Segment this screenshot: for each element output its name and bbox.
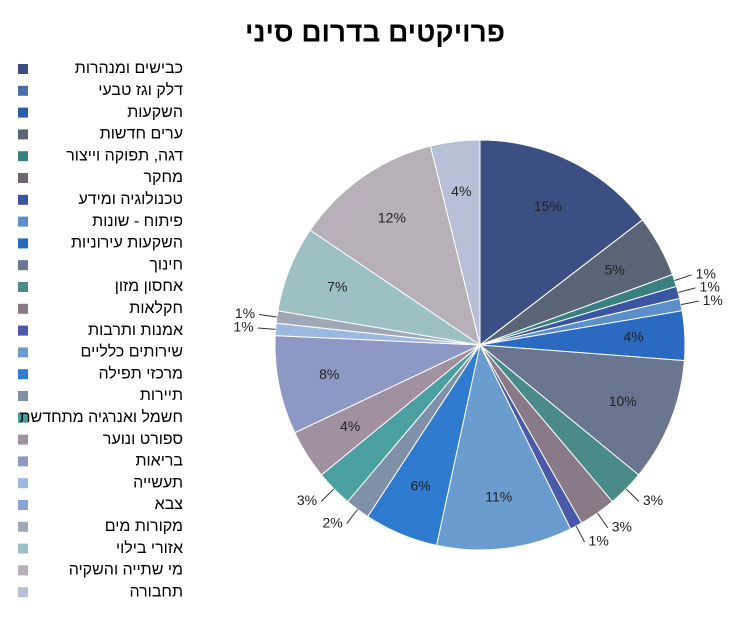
leader-line <box>259 313 277 318</box>
pie-slice <box>274 335 481 434</box>
legend-swatch <box>18 456 28 467</box>
legend-label: השקעות <box>127 104 183 121</box>
legend-swatch <box>18 565 28 576</box>
legend-swatch <box>18 347 28 358</box>
legend-swatch <box>18 587 28 598</box>
legend-label: כבישים ומנהרות <box>75 60 183 77</box>
data-label: 4% <box>340 418 360 434</box>
legend-label: מרכזי תפילה <box>99 364 184 382</box>
chart-title: פרויקטים בדרום סיני <box>245 16 505 47</box>
data-label: 11% <box>485 488 512 504</box>
legend-swatch <box>18 151 28 162</box>
data-label: 1% <box>235 305 255 321</box>
legend-swatch <box>18 282 28 292</box>
legend-label: שירותים כלליים <box>81 343 183 361</box>
legend-swatch <box>18 129 28 140</box>
pie-slice <box>435 343 572 551</box>
data-label: 4% <box>451 183 471 199</box>
data-label: 1% <box>233 319 253 335</box>
leader-line <box>625 488 640 502</box>
data-label: 7% <box>327 278 347 294</box>
legend-swatch <box>18 107 28 118</box>
leader-line <box>680 300 699 306</box>
legend-label: תיירות <box>140 387 183 404</box>
legend-label: חשמל ואנרגיה מתחדשת <box>19 408 183 426</box>
legend-swatch <box>18 369 28 380</box>
pie-slice <box>479 139 644 347</box>
legend-swatch <box>18 216 28 227</box>
legend-swatch <box>18 260 28 271</box>
legend-label: ערים חדשות <box>100 126 183 143</box>
legend-swatch <box>18 238 28 249</box>
legend-swatch <box>18 434 28 445</box>
legend-swatch <box>18 500 28 510</box>
legend-label: תעשייה <box>133 474 183 491</box>
data-label: 6% <box>411 478 431 494</box>
pie-slice <box>429 139 481 346</box>
legend-swatch <box>18 303 28 314</box>
leader-line <box>257 327 276 330</box>
legend-swatch <box>18 391 28 401</box>
legend-label: מחקר <box>143 169 183 186</box>
data-label: 1% <box>696 265 716 281</box>
legend-label: חינוך <box>149 256 183 273</box>
legend-label: דלק וגז טבעי <box>98 81 183 99</box>
data-label: 4% <box>623 329 643 345</box>
legend-swatch <box>18 325 28 336</box>
legend-label: אזורי בילוי <box>116 539 183 557</box>
leader-line <box>674 274 692 281</box>
legend-swatch <box>18 173 28 183</box>
data-label: 2% <box>322 515 342 531</box>
legend-swatch <box>18 543 28 554</box>
pie-slice <box>309 145 481 347</box>
legend-swatch <box>18 521 28 532</box>
leader-line <box>678 287 696 293</box>
data-label: 3% <box>612 518 632 534</box>
legend-label: בריאות <box>135 453 183 470</box>
data-label: 15% <box>534 198 562 214</box>
legend-label: אמנות ותרבות <box>88 322 183 339</box>
legend-label: פיתוח - שונות <box>92 213 183 230</box>
data-label: 1% <box>703 292 723 308</box>
leader-line <box>320 488 335 502</box>
legend-label: צבא <box>155 496 184 513</box>
legend-label: דגה, תפוקה וייצור <box>66 147 183 164</box>
legend-swatch <box>18 478 28 489</box>
data-label: 10% <box>609 393 637 409</box>
legend-swatch <box>18 64 28 74</box>
legend-label: חקלאות <box>129 299 183 317</box>
leader-line <box>346 509 358 525</box>
leader-line <box>597 512 609 529</box>
data-label: 3% <box>297 492 317 508</box>
data-label: 8% <box>319 366 339 382</box>
data-label: 5% <box>605 262 625 278</box>
legend-label: מקורות מים <box>105 518 183 535</box>
legend-label: טכנולוגיה ומידע <box>78 190 183 208</box>
legend-swatch <box>18 412 28 423</box>
legend-label: תחבורה <box>129 583 183 600</box>
legend-swatch <box>18 85 28 96</box>
legend-label: השקעות עירוניות <box>71 235 183 252</box>
legend-label: אחסון מזון <box>115 278 183 295</box>
data-label: 3% <box>643 492 663 508</box>
leader-line <box>575 525 586 543</box>
data-label: 12% <box>378 210 406 226</box>
data-label: 1% <box>700 279 720 295</box>
legend-swatch <box>18 194 28 205</box>
pie-slice <box>478 344 685 476</box>
data-label: 1% <box>589 533 609 549</box>
legend-label: מי שתייה והשקיה <box>69 562 183 579</box>
legend-label: ספורט ונוער <box>103 431 183 448</box>
